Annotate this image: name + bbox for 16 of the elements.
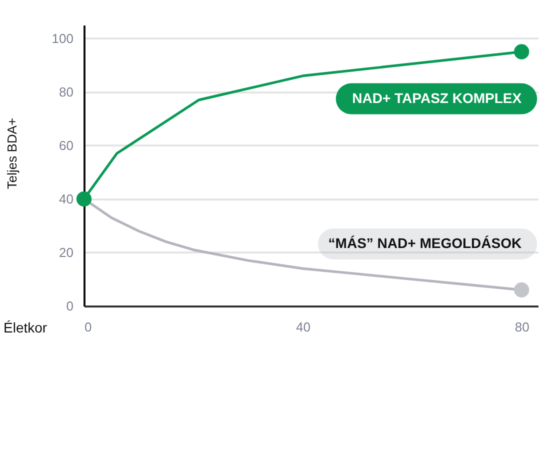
y-tick-label: 40 bbox=[59, 191, 74, 206]
y-tick-label: 80 bbox=[59, 84, 74, 100]
y-axis-title: Teljes BDA+ bbox=[4, 118, 20, 190]
y-tick-label: 0 bbox=[66, 298, 74, 314]
x-tick-label: 0 bbox=[84, 320, 92, 334]
y-tick-label: 60 bbox=[59, 138, 74, 153]
series-label: NAD+ TAPASZ KOMPLEX bbox=[352, 90, 522, 106]
x-axis-title: Életkor bbox=[4, 320, 48, 336]
y-tick-label: 20 bbox=[59, 244, 74, 260]
point bbox=[514, 282, 530, 298]
x-tick-label: 40 bbox=[296, 320, 311, 334]
point bbox=[514, 44, 530, 60]
x-tick-label: 80 bbox=[514, 320, 530, 334]
point bbox=[76, 191, 92, 207]
y-tick-label: 100 bbox=[52, 30, 74, 46]
series-label: “MÁS” NAD+ MEGOLDÁSOK bbox=[328, 234, 522, 251]
